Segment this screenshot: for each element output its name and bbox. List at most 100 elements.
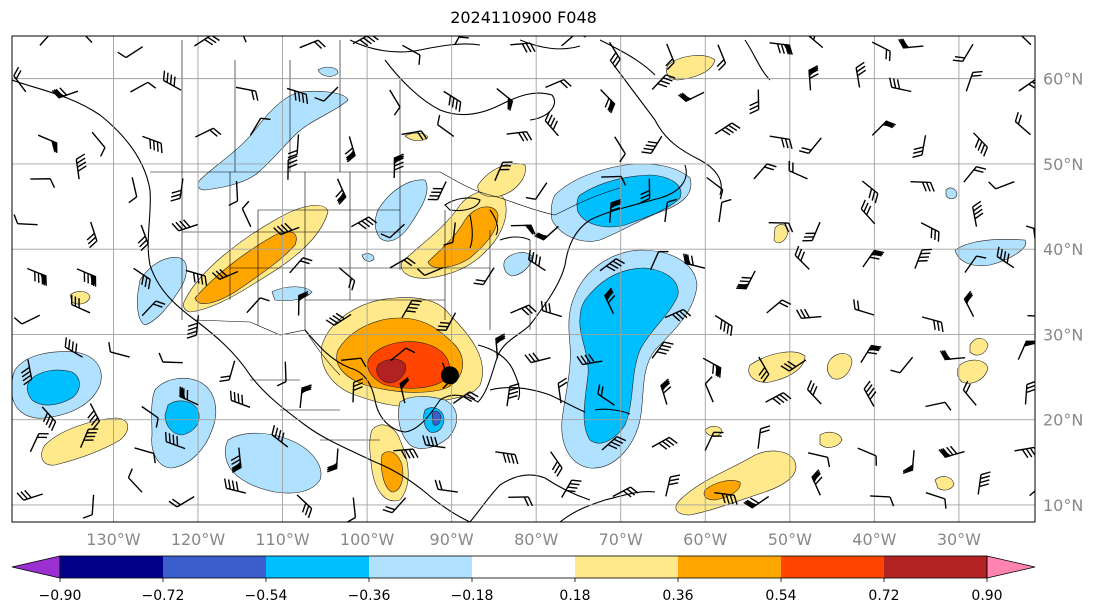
wind-barb xyxy=(27,267,47,286)
wind-barb xyxy=(496,88,514,111)
wind-barb xyxy=(525,182,548,200)
wind-barb xyxy=(664,198,677,223)
wind-barb xyxy=(714,122,741,136)
wind-barb xyxy=(788,160,808,180)
lon-tick-label: 40°W xyxy=(852,530,896,549)
colorbar-segment xyxy=(163,556,266,578)
wind-barb xyxy=(77,36,93,43)
colorbar-segment xyxy=(472,556,575,578)
lat-tick-label: 10°N xyxy=(1043,496,1083,515)
wind-barb xyxy=(599,258,625,272)
wind-barb xyxy=(768,222,794,233)
wind-barb xyxy=(299,39,326,50)
wind-barb xyxy=(508,496,534,507)
wind-barb xyxy=(29,432,49,453)
wind-barb xyxy=(510,42,536,53)
wind-barb xyxy=(228,180,239,207)
wind-barb xyxy=(82,494,95,519)
wind-barb xyxy=(382,497,407,514)
wind-barb xyxy=(649,250,669,271)
wind-barb xyxy=(550,451,563,477)
wind-barb xyxy=(1016,36,1032,46)
border-state-lines xyxy=(181,172,531,330)
lon-tick-label: 90°W xyxy=(430,530,474,549)
wind-barb xyxy=(399,377,410,404)
wind-barb xyxy=(1029,481,1035,497)
wind-barb xyxy=(390,347,416,362)
wind-barb xyxy=(898,38,924,49)
wind-barb xyxy=(1017,340,1035,360)
wind-barb xyxy=(914,248,932,269)
lon-tick-label: 60°W xyxy=(683,530,727,549)
contour-positive-eastern-pacific xyxy=(41,417,128,466)
contour-positive-lakes-inner xyxy=(427,206,499,269)
wind-barb xyxy=(736,270,756,290)
contour-negative-alaska xyxy=(197,90,349,191)
wind-barb xyxy=(871,120,896,136)
border-canada-provinces xyxy=(181,40,401,172)
wind-barb xyxy=(229,390,251,408)
wind-barb xyxy=(314,86,339,102)
wind-barb xyxy=(64,337,83,358)
wind-barb xyxy=(794,245,810,270)
wind-barb xyxy=(853,299,875,316)
wind-barb xyxy=(766,299,792,314)
wind-barb xyxy=(346,497,357,522)
wind-barb xyxy=(683,253,706,269)
colorbar-segment xyxy=(781,556,884,578)
wind-barb xyxy=(108,342,130,358)
wind-barb xyxy=(769,42,793,55)
colorbar-segment xyxy=(266,556,369,578)
wind-barb xyxy=(389,89,401,116)
wind-barb xyxy=(434,479,458,493)
border-mexico-states xyxy=(250,379,380,441)
lat-tick-label: 30°N xyxy=(1043,325,1083,344)
wind-barb xyxy=(219,360,236,382)
wind-barb xyxy=(91,131,106,157)
wind-barb xyxy=(422,435,446,449)
contour-negative-pacific-central-inner xyxy=(164,400,200,436)
great-lake-huron xyxy=(489,209,499,236)
wind-barb xyxy=(506,130,533,142)
wind-barb xyxy=(714,492,738,505)
wind-barb xyxy=(855,61,867,88)
wind-barb xyxy=(186,315,200,339)
wind-barb xyxy=(30,178,56,188)
border-us-mexico xyxy=(194,319,341,376)
storm-center-marker xyxy=(440,366,459,385)
wind-barb xyxy=(246,297,270,314)
coastline-north-america-west xyxy=(12,79,471,522)
contour-positive-atlantic-a xyxy=(748,351,806,383)
coastline-hudson-bay xyxy=(384,59,556,121)
wind-barb xyxy=(799,137,822,155)
wind-barb xyxy=(164,431,186,450)
contour-positive-ontario xyxy=(477,163,526,197)
wind-barb xyxy=(557,377,568,404)
wind-barb xyxy=(141,405,159,428)
contour-positive-pacific-small xyxy=(69,291,91,305)
wind-barb xyxy=(608,41,621,68)
wind-barb xyxy=(276,361,287,387)
wind-barb xyxy=(211,268,239,280)
wind-barb xyxy=(660,378,672,405)
lon-tick-label: 110°W xyxy=(255,530,310,549)
wind-barb xyxy=(352,378,364,403)
wind-barb xyxy=(393,153,405,179)
wind-barb xyxy=(170,178,184,202)
wind-barb xyxy=(287,155,298,180)
lat-tick-label: 60°N xyxy=(1043,70,1083,89)
colorbar-extend-low xyxy=(11,555,61,579)
wind-barb xyxy=(806,380,822,405)
lat-tick-label: 50°N xyxy=(1043,155,1083,174)
wind-barb xyxy=(271,425,289,448)
wind-barb xyxy=(39,36,54,46)
wind-barb xyxy=(977,471,991,495)
wind-barb xyxy=(965,70,983,92)
wind-barb xyxy=(860,199,876,225)
wind-barb xyxy=(665,474,681,497)
wind-barb xyxy=(185,269,208,286)
coastline-florida xyxy=(477,344,521,401)
wind-barb xyxy=(561,36,586,47)
wind-barb xyxy=(718,198,732,223)
